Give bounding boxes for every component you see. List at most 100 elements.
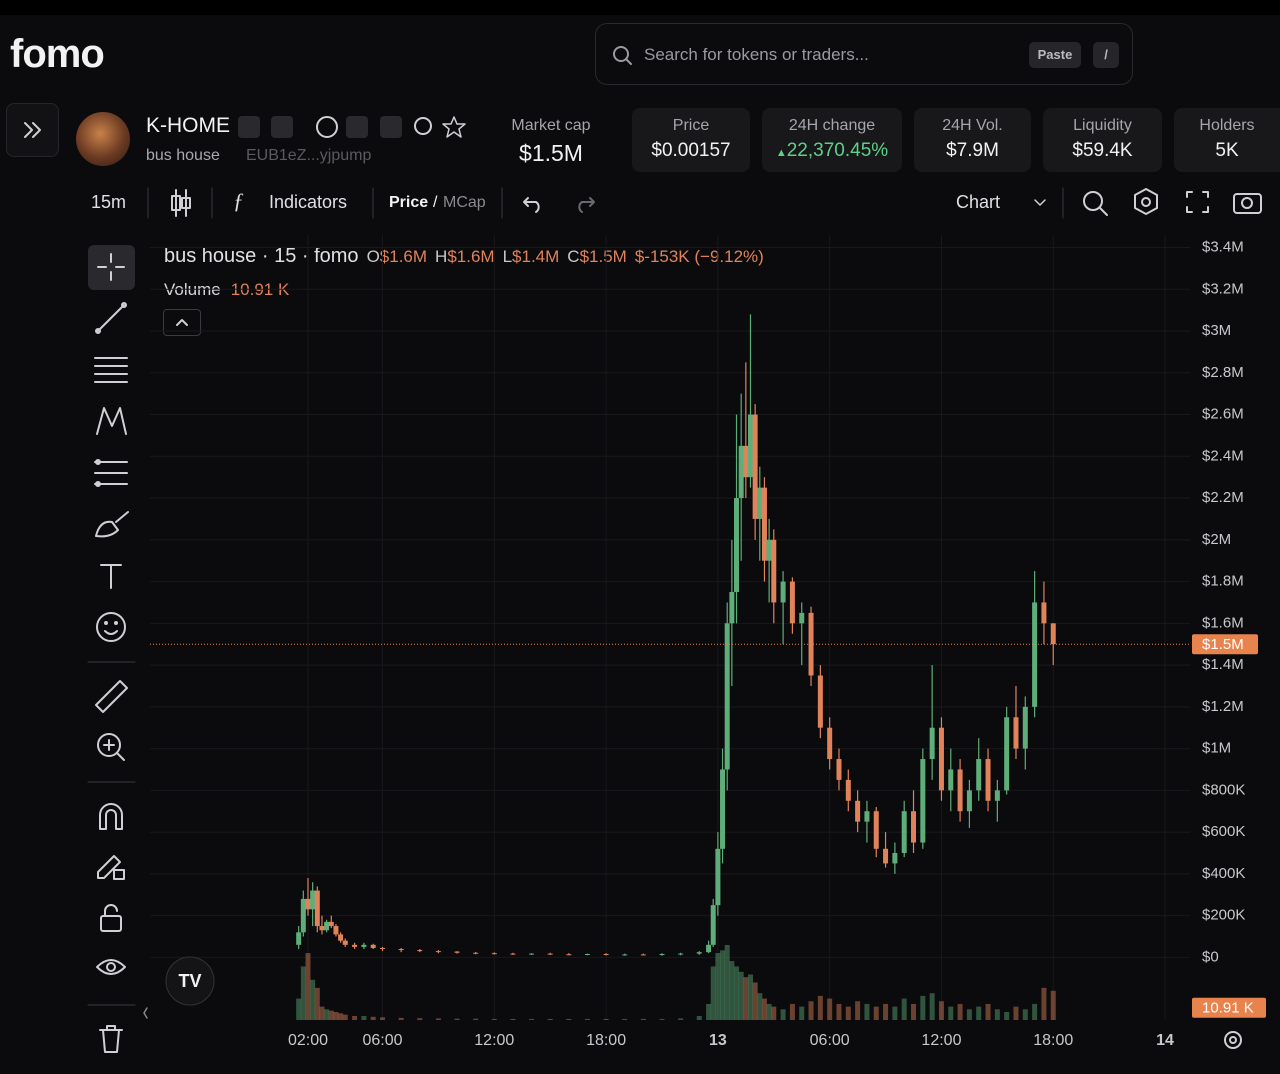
volume-bar [864,1003,870,1020]
candle-body [296,932,302,945]
candle-body [473,952,479,954]
volume-bar [845,1006,851,1020]
candle-body [547,953,553,955]
volume-bar [706,1003,712,1020]
candle-type-icon[interactable] [171,189,191,217]
tradingview-logo[interactable] [165,956,215,1006]
alert-icon-part [1099,207,1108,216]
volume-bar [771,1006,777,1020]
lock-tool[interactable] [100,904,122,932]
website-icon[interactable] [316,116,338,138]
chart-menu-caret[interactable] [1034,199,1046,206]
logo[interactable]: fomo [10,32,105,76]
candle-body [417,950,423,952]
collapse-legend-button[interactable] [163,309,201,336]
token-name: K-HOME [146,114,230,137]
candle-body [780,581,786,603]
candle-type-icon-part [171,195,181,211]
visibility-tool[interactable] [96,959,126,975]
lock-tool-part [104,904,118,917]
axis-settings-icon[interactable] [1224,1031,1242,1049]
volume-bar [817,995,823,1020]
favorite-icon[interactable] [442,116,466,138]
pill-badge[interactable] [271,116,293,138]
settings-icon[interactable] [1134,188,1158,215]
volume-bar [333,1011,339,1020]
legend-title: bus house · 15 · fomo [164,245,359,267]
indicators-button[interactable]: Indicators [269,192,348,212]
volume-bar [454,1018,460,1020]
y-tick-label: $1.2M [1202,698,1244,715]
volume-bar [994,1009,1000,1020]
y-tick-label: $1.6M [1202,614,1244,631]
y-tick-label: $3.2M [1202,280,1244,297]
trendline-tool-part [97,304,125,332]
fullscreen-icon[interactable] [1186,191,1209,213]
paste-button[interactable]: Paste [1029,42,1081,68]
lock-draw-tool[interactable] [97,855,125,880]
candle-body [864,811,870,822]
magnet-tool[interactable] [99,803,123,830]
delete-tool[interactable] [99,1025,123,1053]
stat-value-row: ▲22,370.45% [762,140,902,162]
volume-bar [757,993,763,1020]
undo-icon[interactable] [523,197,540,213]
mcap-toggle[interactable]: MCap [443,194,486,211]
crosshair-tool[interactable] [97,253,125,281]
chart-menu[interactable]: Chart [956,192,1001,212]
volume-bar [338,1013,344,1020]
token-symbol: bus house [146,147,220,164]
crosshair-tool-bg[interactable] [88,245,135,290]
telegram-icon[interactable] [380,116,402,138]
price-toggle[interactable]: Price [389,194,429,211]
brush-tool[interactable] [95,511,129,538]
projection-tool-part [95,481,101,487]
candle-body [892,852,898,864]
expand-icon [24,122,33,138]
volume-bar [966,1009,972,1020]
lock-tool-part [100,915,122,932]
candle-body [966,790,972,812]
stat-value: $1.5M [519,140,583,166]
projection-tool-part [95,459,101,465]
volume-bar [603,1018,609,1020]
alert-icon[interactable] [1083,191,1108,216]
trendline-tool[interactable] [95,302,127,334]
volume-bar [724,945,730,1020]
stat-liquidity: Liquidity $59.4K [1043,108,1162,172]
token-address[interactable]: EUB1eZ...yjpump [246,147,372,164]
ruler-tool[interactable] [95,680,128,713]
candle-body [659,954,665,956]
search-icon [625,58,632,65]
expand-button[interactable] [6,103,59,157]
stat-label: Market cap [511,117,591,134]
search-icon [613,46,632,65]
volume-bar [640,1018,646,1020]
pattern-tool[interactable] [96,407,127,435]
emoji-tool[interactable] [96,612,126,642]
volume-bar [715,953,721,1020]
search-box[interactable]: Search for tokens or traders... Paste / [595,23,1133,85]
tradingview-logo-text: TV [178,971,201,991]
candle-body [510,953,516,955]
candle-body [799,612,805,624]
search-token-icon[interactable] [414,117,432,135]
screenshot-icon-part [1233,193,1262,214]
separators [87,187,1064,1006]
badge[interactable] [238,116,260,138]
text-tool[interactable] [100,564,122,589]
pattern-tool-part [96,407,127,435]
x-icon[interactable] [346,116,368,138]
x-tick-label: 12:00 [921,1032,961,1049]
hide-toolbar-arrow[interactable] [143,1007,148,1019]
volume-bar [398,1017,404,1020]
screenshot-icon[interactable] [1233,193,1262,214]
fib-tool[interactable] [94,357,128,383]
last-price-tag [1192,634,1258,655]
candle-body [817,675,823,728]
zoom-tool[interactable] [97,733,125,761]
projection-tool[interactable] [94,459,128,487]
interval-button[interactable]: 15m [91,192,127,212]
volume-bar [734,966,740,1020]
